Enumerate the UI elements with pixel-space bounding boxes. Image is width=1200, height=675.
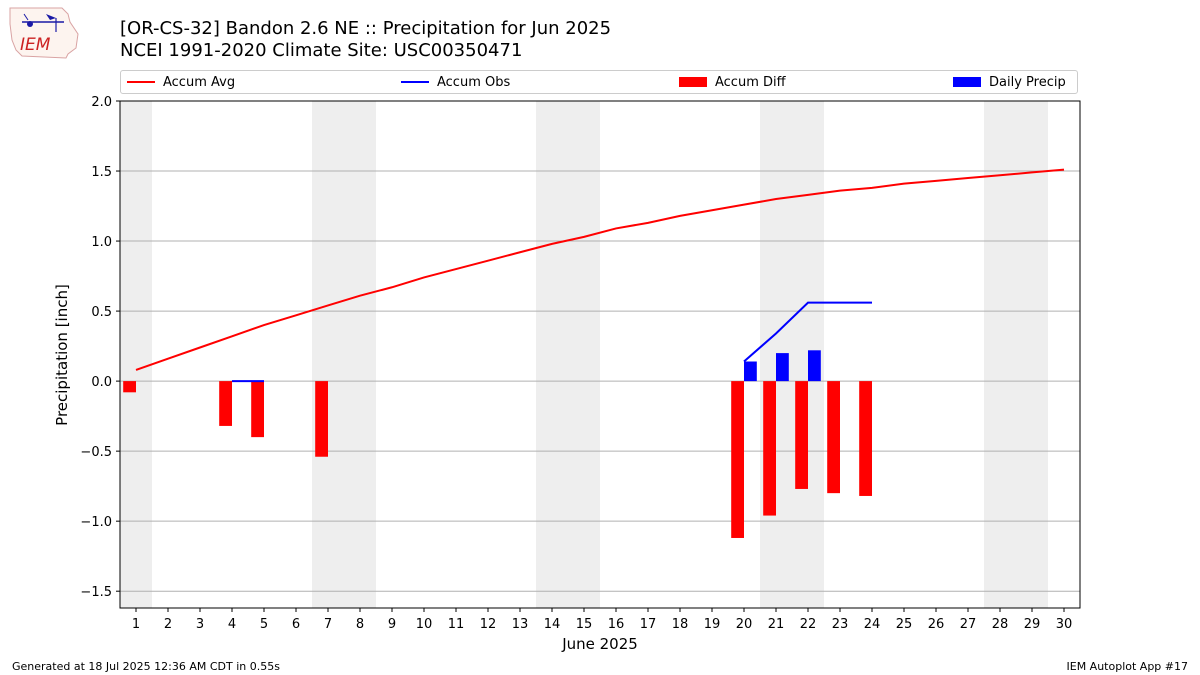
x-tick-label: 28	[992, 617, 1009, 632]
x-tick-label: 27	[960, 617, 977, 632]
chart-title: [OR-CS-32] Bandon 2.6 NE :: Precipitatio…	[120, 18, 612, 39]
daily-precip-bar-22	[808, 350, 821, 382]
lines	[135, 168, 1065, 383]
y-gridlines	[120, 100, 1080, 592]
y-tick-label: 0.5	[91, 305, 112, 320]
iem-logo: IEM	[9, 7, 79, 59]
x-tick-label: 30	[1056, 617, 1073, 632]
footer-generated: Generated at 18 Jul 2025 12:36 AM CDT in…	[12, 660, 280, 673]
y-tick-label: 2.0	[91, 95, 112, 110]
accum-diff-bar-4	[219, 381, 232, 426]
x-tick-label: 13	[512, 617, 529, 632]
legend-label-accum-avg: Accum Avg	[163, 74, 236, 90]
legend-swatch-accum-obs	[401, 81, 429, 83]
weekend-band-2	[536, 101, 600, 608]
y-tick-label: 1.5	[91, 165, 112, 180]
x-tick-label: 25	[896, 617, 913, 632]
x-axis-label: June 2025	[561, 635, 638, 653]
accum-diff-bar-5	[251, 381, 264, 438]
x-tick-label: 10	[416, 617, 433, 632]
y-tick-label: −1.0	[80, 515, 112, 530]
y-tick-label: 0.0	[91, 375, 112, 390]
legend-label-accum-diff: Accum Diff	[715, 74, 786, 90]
accum-diff-bar-22	[795, 381, 808, 489]
x-tick-label: 3	[196, 617, 204, 632]
plot-frame	[119, 100, 1081, 609]
x-tick-label: 26	[928, 617, 945, 632]
legend-swatch-accum-diff	[679, 77, 707, 87]
x-tick-label: 20	[736, 617, 753, 632]
x-tick-label: 7	[324, 617, 332, 632]
x-tick-label: 15	[576, 617, 593, 632]
accum-diff-bar-1	[123, 381, 136, 393]
x-tick-label: 18	[672, 617, 689, 632]
accum-diff-bar-20	[731, 381, 744, 538]
accum-diff-bar-21	[763, 381, 776, 516]
x-tick-label: 16	[608, 617, 625, 632]
y-tick-label: 1.0	[91, 235, 112, 250]
chart-subtitle: NCEI 1991-2020 Climate Site: USC00350471	[120, 40, 523, 61]
x-tick-label: 24	[864, 617, 881, 632]
legend-swatch-accum-avg	[127, 81, 155, 83]
y-axis-label: Precipitation [inch]	[53, 284, 71, 426]
y-tick-label: −0.5	[80, 445, 112, 460]
x-tick-label: 12	[480, 617, 497, 632]
x-tick-label: 29	[1024, 617, 1041, 632]
accum-diff-bar-23	[827, 381, 840, 494]
footer-app: IEM Autoplot App #17	[1066, 660, 1189, 673]
x-tick-label: 19	[704, 617, 721, 632]
daily-precip-bar-20	[744, 361, 757, 382]
x-tick-label: 8	[356, 617, 364, 632]
x-tick-label: 1	[132, 617, 140, 632]
axes: −1.5−1.0−0.50.00.51.01.52.01 2 3 4 5 6 7 8 9 10 11…	[80, 95, 1081, 632]
legend: Accum Avg Accum Obs Accum Diff Daily Pre…	[120, 70, 1078, 94]
bars	[123, 350, 872, 538]
logo-text: IEM	[20, 35, 51, 55]
accum-obs-line-1	[743, 301, 872, 363]
legend-item-accum-avg: Accum Avg	[127, 71, 235, 93]
x-tick-label: 6	[292, 617, 300, 632]
legend-label-daily-precip: Daily Precip	[989, 74, 1066, 90]
daily-precip-bar-21	[776, 353, 789, 382]
accum-diff-bar-7	[315, 381, 328, 457]
weekend-band-1	[312, 101, 376, 608]
legend-item-accum-diff: Accum Diff	[679, 71, 786, 93]
x-tick-label: 23	[832, 617, 849, 632]
x-tick-label: 22	[800, 617, 817, 632]
x-tick-label: 21	[768, 617, 785, 632]
weekend-band-0	[120, 101, 152, 608]
x-tick-label: 5	[260, 617, 268, 632]
legend-item-daily-precip: Daily Precip	[953, 71, 1066, 93]
x-tick-label: 11	[448, 617, 465, 632]
weekend-band-3	[760, 101, 824, 608]
x-tick-label: 4	[228, 617, 236, 632]
accum-diff-bar-24	[859, 381, 872, 496]
x-tick-label: 17	[640, 617, 657, 632]
weekend-shading	[120, 101, 1048, 608]
x-tick-label: 14	[544, 617, 561, 632]
accum-avg-line-0	[135, 168, 1065, 371]
legend-swatch-daily-precip	[953, 77, 981, 87]
y-tick-label: −1.5	[80, 585, 112, 600]
legend-label-accum-obs: Accum Obs	[437, 74, 511, 90]
x-tick-label: 2	[164, 617, 172, 632]
legend-item-accum-obs: Accum Obs	[401, 71, 510, 93]
x-tick-label: 9	[388, 617, 396, 632]
weekend-band-4	[984, 101, 1048, 608]
